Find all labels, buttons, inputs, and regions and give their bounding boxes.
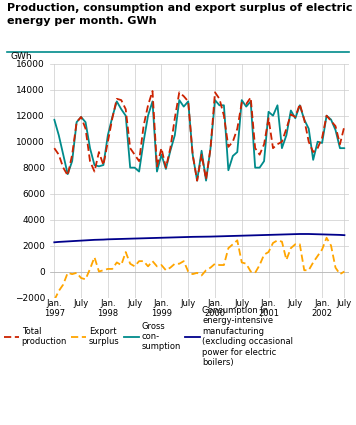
Text: Production, consumption and export surplus of electric
energy per month. GWh: Production, consumption and export surpl… xyxy=(7,3,353,25)
Text: GWh: GWh xyxy=(11,52,33,61)
Legend: Total
production, Export
surplus, Gross
con-
sumption, Consumption in
energy-int: Total production, Export surplus, Gross … xyxy=(4,306,293,367)
